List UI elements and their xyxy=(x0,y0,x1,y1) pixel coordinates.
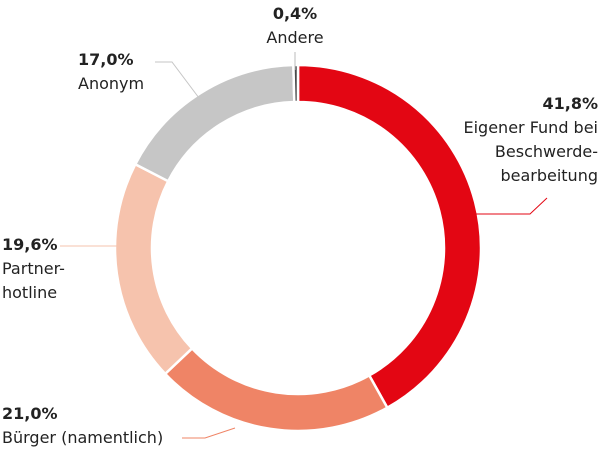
donut-segment xyxy=(296,63,483,410)
category-label: Partner- hotline xyxy=(2,259,65,302)
segment-label: 21,0% Bürger (namentlich) xyxy=(2,402,163,450)
value-label: 17,0% xyxy=(78,50,134,69)
donut-segment xyxy=(133,63,296,183)
leader-line xyxy=(470,197,548,215)
category-label: Andere xyxy=(266,28,324,47)
segment-label: 0,4% Andere xyxy=(255,2,335,50)
value-label: 0,4% xyxy=(272,4,318,23)
leader-line xyxy=(155,61,206,107)
segment-label: 17,0% Anonym xyxy=(78,48,144,96)
category-label: Bürger (namentlich) xyxy=(2,428,164,447)
category-label: Eigener Fund bei Beschwerde- bearbeitung xyxy=(463,118,599,185)
value-label: 21,0% xyxy=(2,404,58,423)
value-label: 41,8% xyxy=(542,94,598,113)
segment-label: 19,6% Partner- hotline xyxy=(2,233,65,305)
donut-segment xyxy=(163,346,390,433)
donut-segment xyxy=(113,162,194,376)
value-label: 19,6% xyxy=(2,235,58,254)
category-label: Anonym xyxy=(78,74,145,93)
leader-line xyxy=(182,427,236,439)
segment-label: 41,8% Eigener Fund bei Beschwerde- bearbe… xyxy=(464,92,599,188)
donut-segment xyxy=(292,63,300,104)
